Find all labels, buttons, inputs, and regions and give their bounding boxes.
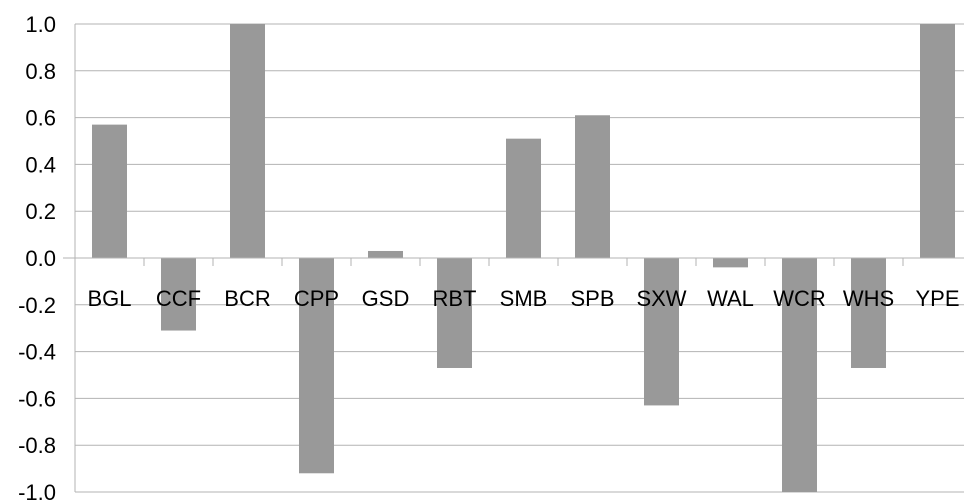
bar-sxw [644, 258, 679, 406]
bar-smb [506, 138, 541, 258]
bar-wal [713, 258, 748, 268]
y-tick-label: 0.4 [25, 152, 56, 177]
y-tick-label: -0.2 [18, 293, 56, 318]
y-tick-label: -0.4 [18, 340, 56, 365]
bars [92, 24, 955, 492]
x-category-label: WHS [843, 286, 894, 311]
y-tick-label: 1.0 [25, 12, 56, 37]
bar-rbt [437, 258, 472, 368]
bar-whs [851, 258, 886, 368]
y-tick-label: 0.0 [25, 246, 56, 271]
x-category-label: BCR [224, 286, 270, 311]
y-tick-label: 0.6 [25, 106, 56, 131]
x-category-label: YPE [915, 286, 959, 311]
x-axis-category-labels: BGL CCF BCR CPP GSD RBT SMB SPB SXW WAL WCR WHS YPE [87, 286, 959, 311]
y-tick-label: -0.6 [18, 386, 56, 411]
y-tick-label: -1.0 [18, 480, 56, 503]
bar-ccf [161, 258, 196, 331]
y-axis-tick-labels: -1.0 -0.8 -0.6 -0.4 -0.2 0.0 0.2 0.4 0.6 0.8 1.0 [18, 12, 56, 503]
x-category-label: BGL [87, 286, 131, 311]
x-category-label: SPB [570, 286, 614, 311]
x-axis [63, 24, 964, 492]
x-category-label: SXW [636, 286, 686, 311]
x-category-label: RBT [433, 286, 477, 311]
y-tick-label: -0.8 [18, 433, 56, 458]
x-category-label: GSD [362, 286, 410, 311]
y-tick-label: 0.2 [25, 199, 56, 224]
bar-bgl [92, 124, 127, 259]
bar-bcr [230, 24, 265, 258]
x-category-label: SMB [500, 286, 548, 311]
bar-spb [575, 115, 610, 258]
x-category-label: WAL [707, 286, 754, 311]
bar-wcr [782, 258, 817, 492]
bar-cpp [299, 258, 334, 474]
x-category-label: WCR [773, 286, 826, 311]
bar-ype [920, 24, 955, 258]
x-category-label: CPP [294, 286, 339, 311]
x-category-label: CCF [156, 286, 201, 311]
bar-gsd [368, 250, 403, 258]
y-tick-label: 0.8 [25, 59, 56, 84]
